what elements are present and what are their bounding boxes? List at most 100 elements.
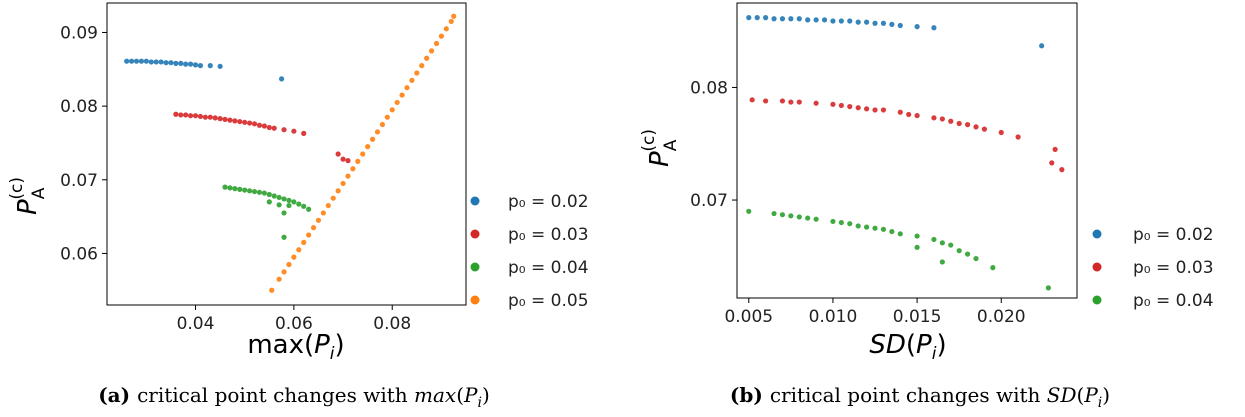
data-point-0	[821, 17, 828, 23]
data-point-3	[330, 195, 336, 201]
data-point-0	[771, 16, 777, 22]
data-point-2	[281, 210, 287, 216]
data-point-1	[281, 127, 287, 133]
data-point-0	[889, 21, 895, 27]
data-point-0	[813, 17, 819, 23]
data-point-1	[1059, 167, 1065, 173]
data-point-1	[939, 116, 945, 122]
chart-a-y-ticks: 0.06 0.07 0.08 0.09	[60, 23, 107, 264]
data-point-1	[335, 151, 341, 157]
data-point-2	[266, 191, 272, 198]
data-point-3	[399, 92, 405, 98]
data-point-2	[805, 215, 811, 221]
data-point-0	[133, 58, 140, 64]
y-tick-label: 0.08	[690, 78, 728, 98]
data-point-1	[763, 98, 769, 104]
legend-label: p₀ = 0.03	[1133, 258, 1214, 278]
data-point-3	[379, 121, 385, 128]
data-point-1	[847, 103, 853, 110]
chart-a-plot-area	[106, 2, 467, 306]
data-point-2	[286, 202, 292, 209]
data-point-2	[872, 225, 878, 231]
data-point-0	[173, 60, 179, 66]
data-point-2	[222, 184, 228, 190]
data-point-3	[419, 63, 425, 69]
data-point-2	[796, 214, 802, 220]
data-point-0	[864, 19, 870, 25]
legend-label: p₀ = 0.04	[1133, 291, 1214, 311]
x-tick-label: 0.005	[724, 307, 773, 327]
legend-label: p₀ = 0.02	[508, 192, 589, 212]
data-point-0	[138, 58, 145, 64]
data-point-3	[320, 210, 326, 216]
chart-a: 0.04 0.06 0.08 0.06 0.07 0.08 0.09 max(Pi) PA…	[7, 2, 589, 411]
data-point-0	[183, 61, 189, 67]
data-point-2	[271, 193, 277, 199]
data-point-3	[409, 77, 415, 83]
data-point-3	[345, 173, 351, 179]
data-point-3	[315, 217, 322, 223]
data-point-3	[389, 107, 395, 113]
data-point-2	[281, 234, 287, 240]
data-point-0	[168, 60, 174, 66]
x-tick-label: 0.015	[893, 307, 942, 327]
data-point-1	[948, 118, 954, 124]
data-point-1	[197, 113, 204, 120]
data-point-1	[237, 118, 243, 125]
x-tick-label: 0.08	[373, 314, 411, 334]
data-point-1	[838, 102, 844, 109]
data-point-2	[261, 190, 267, 196]
data-point-1	[232, 118, 238, 124]
data-point-1	[192, 113, 199, 119]
chart-b-plot-area	[736, 2, 1078, 299]
x-tick-label: 0.04	[177, 314, 215, 334]
data-point-2	[232, 186, 238, 192]
data-point-0	[197, 63, 204, 69]
data-point-3	[424, 55, 430, 61]
chart-b-legend: p₀ = 0.02 p₀ = 0.03 p₀ = 0.04	[1092, 225, 1214, 311]
data-point-0	[838, 18, 844, 24]
data-point-0	[763, 15, 769, 21]
data-point-1	[749, 97, 755, 103]
data-point-2	[301, 203, 307, 209]
data-point-0	[796, 16, 802, 22]
data-point-2	[779, 212, 786, 218]
chart-b-points	[746, 15, 1065, 291]
legend-marker	[470, 262, 480, 272]
chart-b-caption: (b) critical point changes with SD(Pi)	[730, 383, 1110, 411]
data-point-0	[880, 20, 887, 26]
data-point-0	[1039, 43, 1045, 49]
data-point-0	[872, 20, 878, 26]
data-point-2	[889, 228, 895, 235]
legend-marker	[1092, 262, 1102, 272]
data-point-2	[306, 206, 312, 212]
legend-marker	[1092, 295, 1102, 305]
data-point-1	[897, 109, 903, 115]
data-point-1	[178, 112, 184, 118]
data-point-3	[360, 151, 366, 157]
data-point-2	[266, 199, 272, 205]
data-point-2	[838, 219, 844, 226]
chart-b: 0.005 0.010 0.015 0.020 0.07 0.08 SD(Pi) PA(…	[639, 2, 1214, 411]
data-point-2	[276, 202, 282, 208]
legend-marker	[470, 196, 480, 206]
data-point-2	[291, 199, 297, 205]
data-point-1	[183, 112, 189, 118]
data-point-0	[788, 16, 794, 22]
legend-label: p₀ = 0.05	[508, 291, 589, 311]
y-tick-label: 0.07	[60, 171, 98, 191]
data-point-1	[345, 158, 351, 164]
chart-a-points	[124, 13, 457, 293]
data-point-2	[276, 194, 282, 201]
chart-a-x-axis-label: max(Pi)	[247, 330, 344, 364]
data-point-2	[788, 213, 794, 219]
chart-a-x-ticks: 0.04 0.06 0.08	[177, 305, 411, 334]
data-point-3	[291, 254, 297, 260]
data-point-1	[872, 107, 878, 113]
data-point-1	[261, 123, 267, 129]
data-point-2	[296, 201, 302, 207]
data-point-1	[242, 119, 248, 125]
data-point-1	[222, 116, 228, 122]
data-point-1	[855, 105, 861, 111]
data-point-2	[247, 188, 253, 194]
